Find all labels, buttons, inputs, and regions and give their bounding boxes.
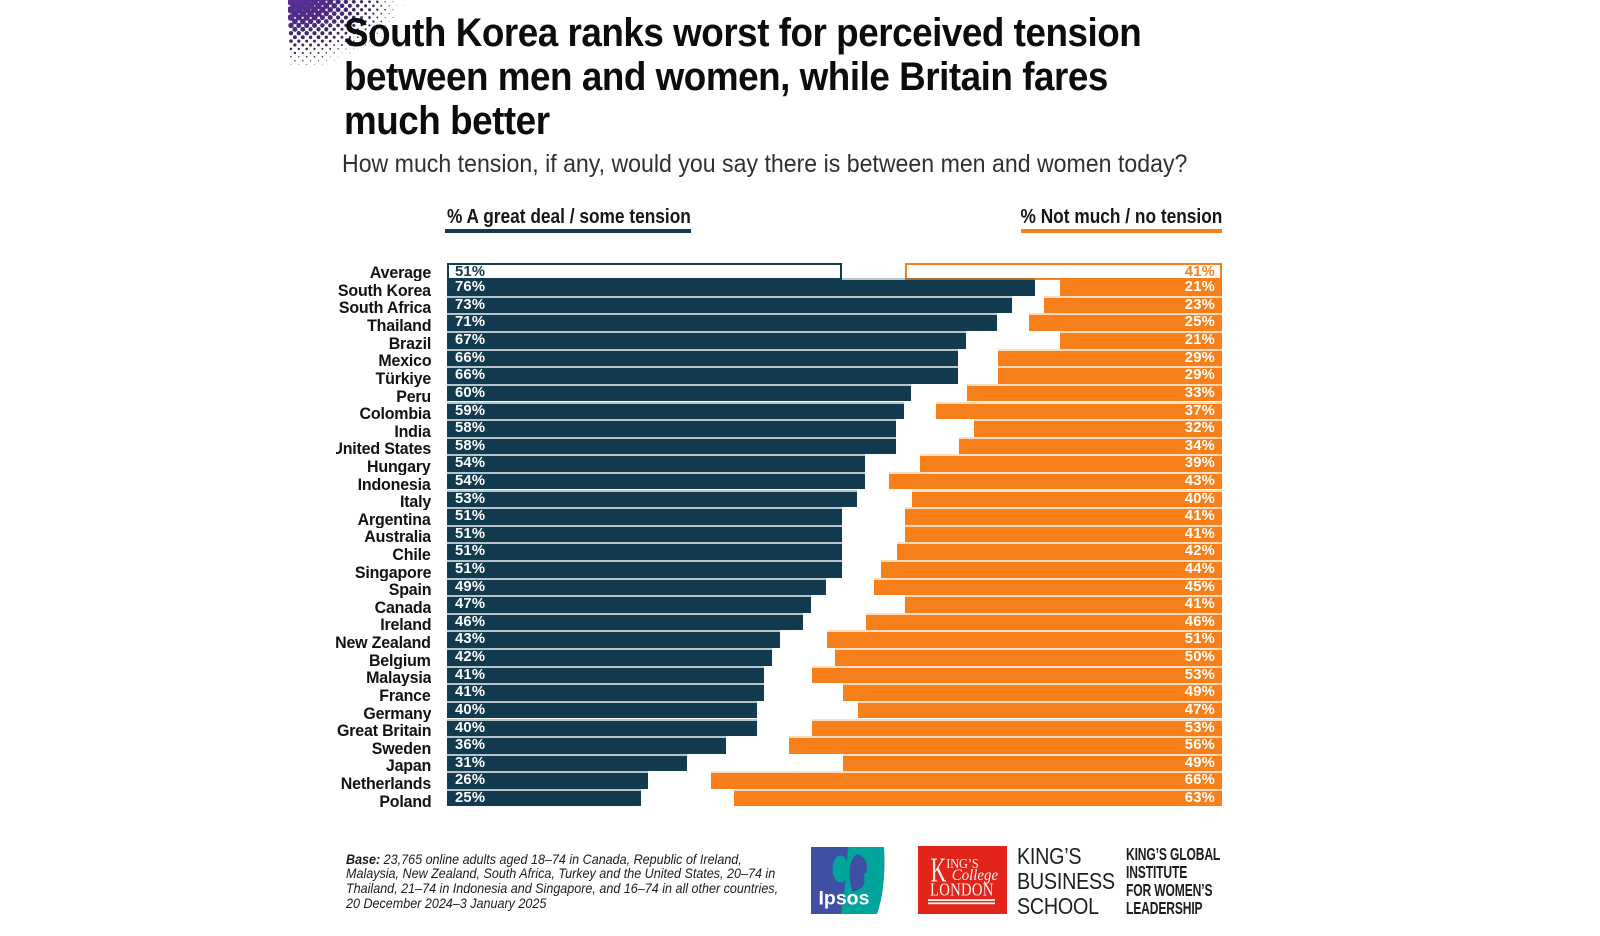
- svg-text:K: K: [931, 851, 947, 889]
- svg-text:LONDON: LONDON: [930, 881, 994, 899]
- svg-text:College: College: [952, 867, 998, 885]
- svg-text:Ipsos: Ipsos: [819, 888, 870, 910]
- svg-text:ING’S: ING’S: [946, 855, 978, 871]
